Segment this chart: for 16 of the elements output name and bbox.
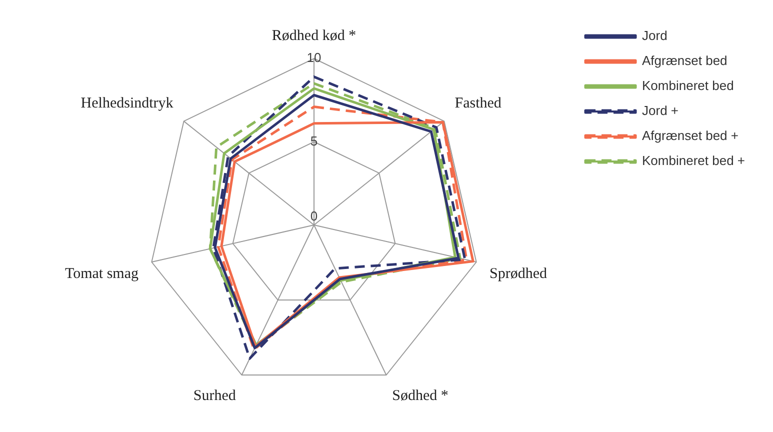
spoke-label: Sprødhed <box>489 266 548 282</box>
legend-label: Jord <box>642 28 668 44</box>
legend-label: Afgrænset bed <box>642 53 728 68</box>
spoke-label: Helhedsindtryk <box>80 96 174 112</box>
y-tick-label: 0 <box>310 208 318 224</box>
spoke-label: Rødhed kød * <box>272 28 356 44</box>
y-tick-label: 10 <box>306 50 322 66</box>
legend-label: Kombineret bed + <box>642 153 745 168</box>
legend-label: Kombineret bed <box>642 78 734 94</box>
y-tick-label: 5 <box>310 133 318 148</box>
spoke-label: Tomat smag <box>64 266 139 282</box>
spoke-label: Surhed <box>193 388 236 404</box>
legend-label: Jord + <box>642 103 679 118</box>
legend-label: Afgrænset bed + <box>642 128 738 144</box>
spoke-label: Sødhed * <box>392 388 448 404</box>
spoke-label: Fasthed <box>454 96 502 112</box>
